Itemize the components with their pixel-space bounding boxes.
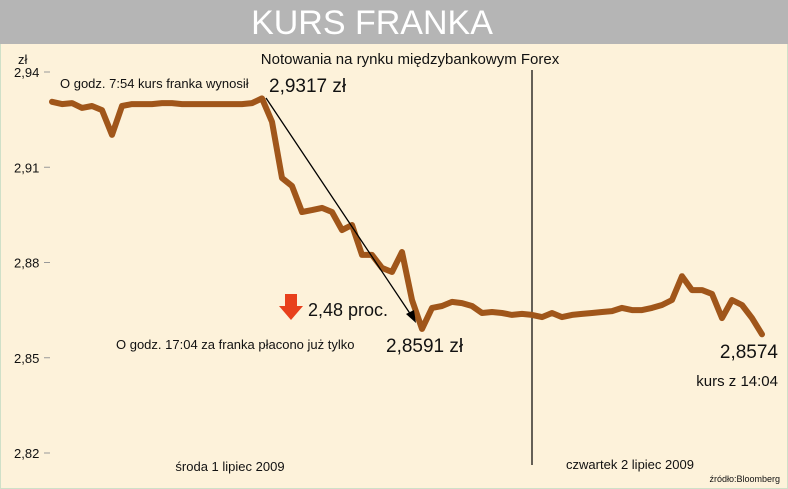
annotation: 2,48 proc. <box>308 300 388 320</box>
source: źródło:Bloomberg <box>709 474 780 484</box>
y-tick-label: 2,82 <box>14 446 39 461</box>
annotation: kurs z 14:04 <box>696 373 778 390</box>
annotation: 2,9317 zł <box>269 76 347 97</box>
annotation: 2,8574 <box>720 342 779 363</box>
chart-title: KURS FRANKA <box>251 4 493 42</box>
annotation: O godz. 17:04 za franka płacono już tylk… <box>116 337 354 352</box>
annotation: O godz. 7:54 kurs franka wynosił <box>60 76 249 91</box>
annotation: 2,8591 zł <box>386 336 464 357</box>
arrow-head <box>406 310 416 323</box>
x-label: czwartek 2 lipiec 2009 <box>566 457 694 472</box>
y-axis-label: zł <box>18 52 28 67</box>
y-tick-label: 2,91 <box>14 160 39 175</box>
subtitle: Notowania na rynku międzybankowym Forex <box>261 51 560 68</box>
down-icon <box>279 294 303 320</box>
arrow <box>265 97 414 319</box>
y-tick-label: 2,94 <box>14 65 39 80</box>
x-label: środa 1 lipiec 2009 <box>175 459 284 474</box>
price-line <box>49 95 765 338</box>
title-banner <box>0 0 788 44</box>
y-tick-label: 2,88 <box>14 256 39 271</box>
y-tick-label: 2,85 <box>14 351 39 366</box>
